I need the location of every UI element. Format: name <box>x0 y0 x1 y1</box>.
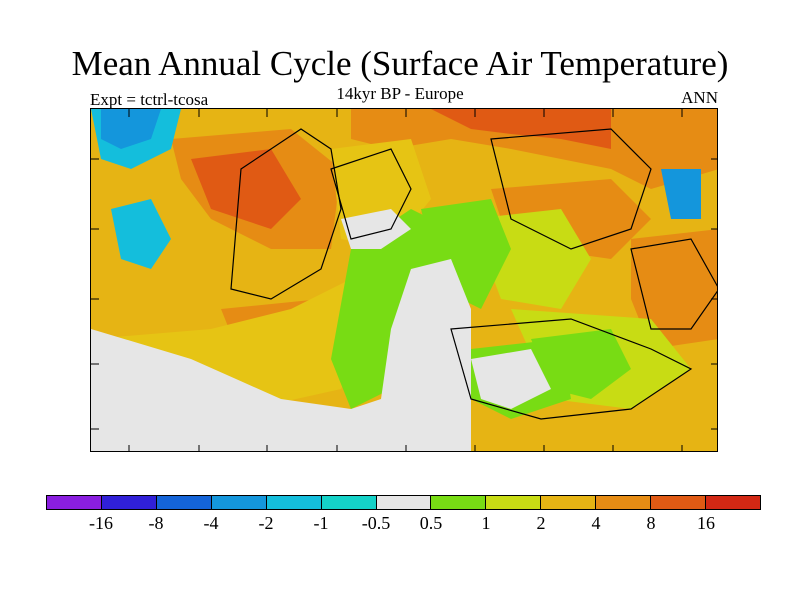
coastline-north-sea <box>330 148 412 240</box>
season-label: ANN <box>681 88 718 107</box>
warm-zone-north <box>351 109 717 189</box>
temperature-map <box>90 108 718 452</box>
coastline-caspian <box>630 238 717 330</box>
period-label: 14kyr BP - Europe <box>336 84 464 103</box>
colorbar-swatch <box>156 496 212 509</box>
colorbar-swatch <box>376 496 432 509</box>
map-ticks <box>91 109 717 451</box>
colorbar-swatch <box>651 496 707 509</box>
colorbar-label: 2 <box>536 513 546 533</box>
colorbar-label: 4 <box>591 513 601 533</box>
colorbar-swatch <box>431 496 487 509</box>
colorbar-label: -0.5 <box>361 513 391 533</box>
colorbar-label: -4 <box>203 513 219 533</box>
colorbar-swatch <box>706 496 760 509</box>
cool-region-scotland <box>111 199 171 269</box>
colorbar-label: -2 <box>258 513 274 533</box>
colorbar-label: 16 <box>697 513 715 533</box>
colorbar-swatch <box>101 496 157 509</box>
experiment-label: Expt = tctrl-tcosa <box>90 90 209 109</box>
coastline-scandinavia <box>230 128 342 300</box>
colorbar-swatch <box>47 496 102 509</box>
neutral-band-channel <box>331 209 451 409</box>
colorbar-label: 1 <box>481 513 491 533</box>
colorbar-label: -16 <box>89 513 113 533</box>
colorbar-label: 8 <box>646 513 656 533</box>
neutral-band-black-sea <box>531 329 631 399</box>
colorbar-swatch <box>211 496 267 509</box>
map-title: Mean Annual Cycle (Surface Air Temperatu… <box>71 44 729 83</box>
hot-zone-scandinavia <box>191 149 301 229</box>
coastline-baltic <box>490 128 652 250</box>
colorbar-swatch <box>541 496 597 509</box>
colorbar-label: -8 <box>148 513 164 533</box>
colorbar-swatch <box>266 496 322 509</box>
colorbar-swatch <box>321 496 377 509</box>
colorbar-label: 0.5 <box>419 513 443 533</box>
colorbar-swatch <box>486 496 542 509</box>
no-change-adriatic <box>471 349 551 409</box>
warm-zone-southeast <box>631 229 717 349</box>
colorbar <box>46 495 761 510</box>
colorbar-label: -1 <box>313 513 329 533</box>
hot-zone-northeast <box>431 109 611 149</box>
no-change-north-sea <box>341 209 411 249</box>
coastline-mediterranean <box>450 318 693 420</box>
cold-region-urals <box>661 169 701 219</box>
map-canvas <box>91 109 717 451</box>
colorbar-swatch <box>596 496 652 509</box>
no-change-atlantic <box>91 259 471 451</box>
cold-region-iceland <box>101 109 161 149</box>
